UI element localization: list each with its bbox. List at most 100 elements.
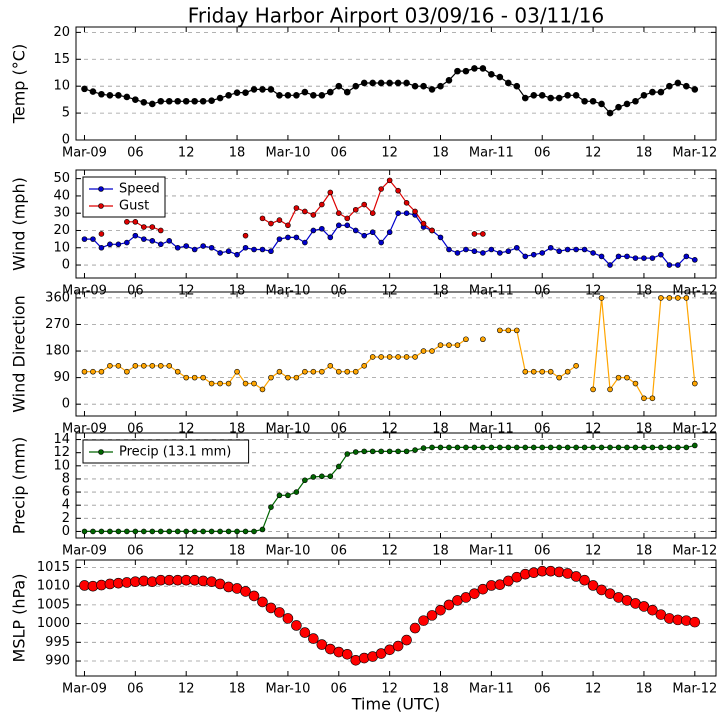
data-point xyxy=(265,602,277,614)
data-point xyxy=(132,528,139,535)
data-point xyxy=(446,444,452,451)
data-point xyxy=(587,580,599,591)
x-tick-label: 12 xyxy=(585,146,602,161)
series-line xyxy=(84,297,696,399)
data-point xyxy=(598,253,605,260)
data-point xyxy=(590,250,596,256)
data-point xyxy=(632,97,639,105)
data-point xyxy=(412,447,418,453)
x-tick-label: Mar-09 xyxy=(62,284,107,299)
y-axis-label: Wind Direction xyxy=(10,295,29,413)
data-point xyxy=(556,374,562,381)
y-tick-label: 12 xyxy=(53,445,70,460)
data-point xyxy=(344,451,351,457)
x-tick-label: 12 xyxy=(585,544,602,559)
data-point xyxy=(234,528,240,535)
data-point xyxy=(615,253,622,260)
data-point xyxy=(98,231,105,237)
data-point xyxy=(674,79,682,87)
data-point xyxy=(428,86,436,93)
y-tick-label: 15 xyxy=(53,52,70,67)
data-point xyxy=(217,250,223,256)
data-point xyxy=(89,88,97,95)
data-point xyxy=(649,88,656,96)
data-point xyxy=(268,220,274,227)
data-point xyxy=(649,395,656,402)
data-point xyxy=(437,82,444,90)
data-point xyxy=(259,526,266,533)
data-point xyxy=(615,444,622,451)
data-point xyxy=(607,386,613,393)
data-point xyxy=(310,212,317,218)
data-point xyxy=(522,253,529,260)
data-point xyxy=(615,103,622,111)
data-point xyxy=(174,368,181,375)
data-point xyxy=(547,94,555,102)
x-tick-label: Mar-12 xyxy=(672,682,717,697)
x-tick-label: Mar-11 xyxy=(469,284,514,299)
data-point xyxy=(166,363,173,369)
data-point xyxy=(403,448,410,455)
x-tick-label: 18 xyxy=(432,284,449,299)
data-point xyxy=(692,380,698,387)
data-point xyxy=(240,586,251,597)
data-point xyxy=(658,251,664,258)
data-point xyxy=(242,528,249,535)
y-tick-label: 90 xyxy=(53,370,70,385)
data-point xyxy=(259,386,266,393)
data-point xyxy=(124,368,130,375)
data-point xyxy=(106,92,114,99)
data-point xyxy=(658,295,664,301)
data-point xyxy=(556,248,562,255)
data-point xyxy=(225,92,232,99)
data-point xyxy=(522,444,529,451)
y-tick-label: 14 xyxy=(53,432,70,447)
x-tick-label: Mar-09 xyxy=(62,544,107,559)
data-point xyxy=(302,477,308,484)
data-point xyxy=(386,79,393,87)
data-point xyxy=(148,100,156,108)
data-point xyxy=(411,82,419,90)
data-point xyxy=(319,368,325,375)
data-point xyxy=(174,97,182,105)
data-point xyxy=(386,177,393,184)
legend-marker xyxy=(98,186,104,192)
x-axis-label: Time (UTC) xyxy=(351,695,440,714)
data-point xyxy=(480,231,486,237)
data-point xyxy=(658,444,664,451)
x-tick-label: Mar-11 xyxy=(469,682,514,697)
data-point xyxy=(395,187,401,194)
data-point xyxy=(378,186,384,192)
data-point xyxy=(369,210,376,216)
data-point xyxy=(183,528,189,535)
data-point xyxy=(573,363,579,369)
data-point xyxy=(293,489,300,495)
data-point xyxy=(666,262,673,268)
data-point xyxy=(310,227,317,234)
data-point xyxy=(257,596,268,608)
data-point xyxy=(454,250,461,256)
x-tick-label: 18 xyxy=(636,146,653,161)
data-point xyxy=(115,241,122,248)
data-point xyxy=(174,528,181,535)
x-tick-label: Mar-12 xyxy=(672,146,717,161)
data-point xyxy=(471,231,478,237)
data-point xyxy=(437,342,444,348)
data-point xyxy=(513,244,520,251)
data-point xyxy=(649,444,656,451)
data-point xyxy=(598,444,605,451)
data-point xyxy=(107,528,113,535)
data-point xyxy=(632,255,639,261)
y-axis-label: Temp (°C) xyxy=(10,44,29,124)
data-point xyxy=(251,246,257,253)
data-point xyxy=(479,65,487,72)
data-point xyxy=(386,229,393,236)
y-tick-label: 6 xyxy=(62,485,70,500)
data-point xyxy=(352,449,359,455)
data-point xyxy=(581,246,588,253)
data-point xyxy=(327,473,334,480)
x-tick-label: 12 xyxy=(178,682,195,697)
x-tick-label: 12 xyxy=(381,682,398,697)
x-tick-label: 18 xyxy=(636,284,653,299)
x-tick-label: 12 xyxy=(381,544,398,559)
